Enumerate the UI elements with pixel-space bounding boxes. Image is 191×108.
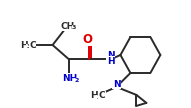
Text: N: N <box>107 51 114 60</box>
Text: CH: CH <box>60 22 75 31</box>
Text: H: H <box>107 57 114 66</box>
Text: C: C <box>29 40 36 50</box>
Text: H: H <box>20 40 28 50</box>
Text: 3: 3 <box>26 44 31 49</box>
Text: NH: NH <box>62 74 77 83</box>
Text: N: N <box>113 80 120 89</box>
Text: H: H <box>90 91 98 100</box>
Text: O: O <box>83 33 92 46</box>
Text: 3: 3 <box>96 95 101 100</box>
Text: 3: 3 <box>72 25 76 30</box>
Text: C: C <box>99 91 105 100</box>
Text: 2: 2 <box>75 78 79 83</box>
